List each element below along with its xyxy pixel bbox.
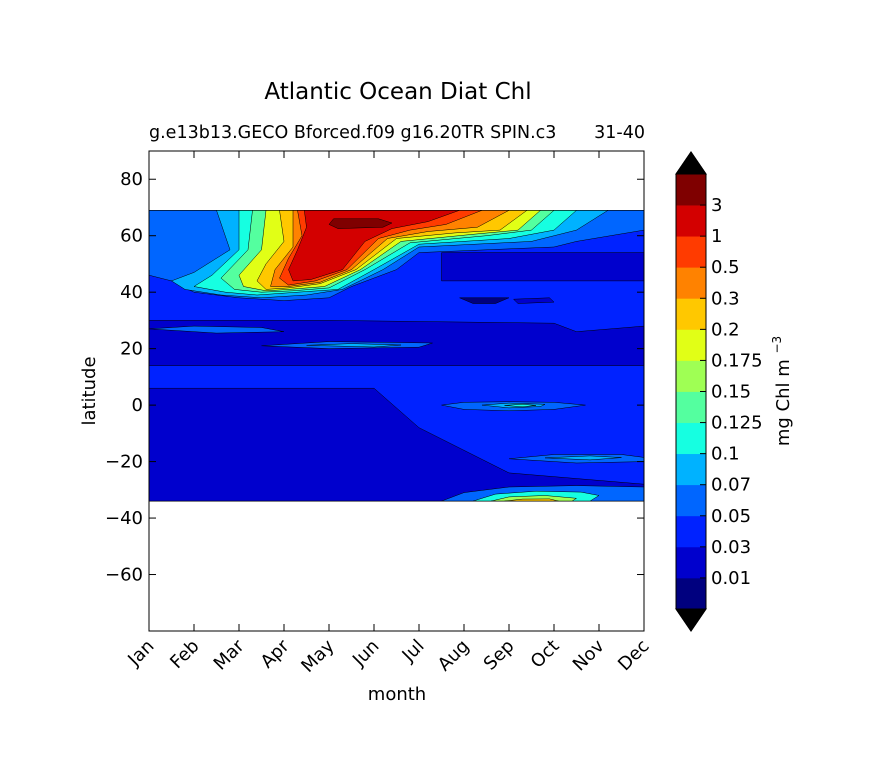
colorbar-tick-label: 0.3 <box>711 288 740 309</box>
colorbar-swatch <box>676 205 706 237</box>
colorbar-tick-label: 0.125 <box>711 413 763 434</box>
colorbar-swatch <box>676 546 706 579</box>
contour-region-15 <box>459 297 510 304</box>
y-tick-label: 40 <box>120 282 143 303</box>
colorbar-tick-label: 3 <box>711 195 722 216</box>
x-tick-label: Dec <box>614 636 653 675</box>
x-tick-label: Feb <box>166 636 203 673</box>
colorbar-swatch <box>676 329 706 361</box>
x-tick-label: Mar <box>210 635 249 674</box>
colorbar-tick-label: 0.01 <box>711 568 751 589</box>
contour-region-27 <box>544 455 622 461</box>
contour-region-13 <box>328 218 393 229</box>
y-tick-label: −20 <box>105 452 143 473</box>
x-tick-label: Oct <box>527 636 564 673</box>
colorbar-tick-label: 0.175 <box>711 350 763 371</box>
colorbar-tick-label: 0.07 <box>711 475 751 496</box>
colorbar-extend-min <box>675 608 707 632</box>
x-axis-label: month <box>368 684 426 705</box>
plot-frame <box>148 150 645 632</box>
colorbar-tick-label: 0.03 <box>711 537 751 558</box>
colorbar-swatch <box>676 484 706 517</box>
plot-area <box>149 209 644 502</box>
y-tick-label: 0 <box>132 395 143 416</box>
x-tick-label: Jan <box>123 636 158 671</box>
y-tick-label: 60 <box>120 226 143 247</box>
y-axis: 80 60 40 20 0 −20 −40 −60 <box>105 169 644 586</box>
x-tick-label: Jun <box>348 636 383 671</box>
colorbar-label: mg Chl m −3 <box>770 336 794 446</box>
x-tick-label: May <box>297 635 338 676</box>
y-axis-label: latitude <box>79 356 100 425</box>
colorbar: 0.01 0.03 0.05 0.07 0.1 0.125 0.15 0.175 0.2 0.3 0… <box>675 151 763 632</box>
colorbar-tick-label: 0.05 <box>711 506 751 527</box>
colorbar-swatch <box>676 453 706 486</box>
colorbar-tick-label: 0.2 <box>711 319 740 340</box>
y-tick-label: −40 <box>105 508 143 529</box>
colorbar-swatch <box>676 174 706 206</box>
colorbar-tick-label: 0.15 <box>711 382 751 403</box>
x-tick-label: Sep <box>480 636 519 675</box>
colorbar-extend-max <box>675 151 707 175</box>
contour-region-12 <box>288 210 460 282</box>
x-tick-label: Nov <box>569 635 609 675</box>
colorbar-swatch <box>676 515 706 548</box>
y-tick-label: 80 <box>120 169 143 190</box>
colorbar-swatch <box>676 298 706 330</box>
chart-subtitle-left: g.e13b13.GECO Bforced.f09 g16.20TR SPIN.… <box>149 123 556 143</box>
colorbar-swatch <box>676 391 706 423</box>
colorbar-tick-label: 0.1 <box>711 444 740 465</box>
colorbar-label-text: mg Chl m <box>773 359 794 446</box>
contour-region-18 <box>504 404 537 408</box>
colorbar-tick-label: 0.5 <box>711 257 740 278</box>
y-tick-label: −60 <box>105 565 143 586</box>
colorbar-swatch <box>676 360 706 392</box>
chart-title: Atlantic Ocean Diat Chl <box>264 79 531 105</box>
chart-subtitle-right: 31-40 <box>594 123 645 143</box>
contour-region-3 <box>441 252 644 282</box>
contour-region-21 <box>149 325 285 334</box>
contour-region-20 <box>306 343 402 348</box>
colorbar-label-exponent: −3 <box>770 336 784 354</box>
colorbar-swatch <box>676 236 706 268</box>
x-tick-label: Aug <box>434 636 474 676</box>
colorbar-swatch <box>676 267 706 299</box>
colorbar-tick-label: 1 <box>711 226 722 247</box>
colorbar-swatch <box>676 422 706 455</box>
colorbar-swatch <box>676 577 706 610</box>
colorbar-outline <box>675 151 707 632</box>
contour-region-14 <box>513 297 555 304</box>
y-tick-label: 20 <box>120 339 143 360</box>
x-tick-label: Jul <box>398 636 429 667</box>
x-tick-label: Apr <box>257 635 294 672</box>
